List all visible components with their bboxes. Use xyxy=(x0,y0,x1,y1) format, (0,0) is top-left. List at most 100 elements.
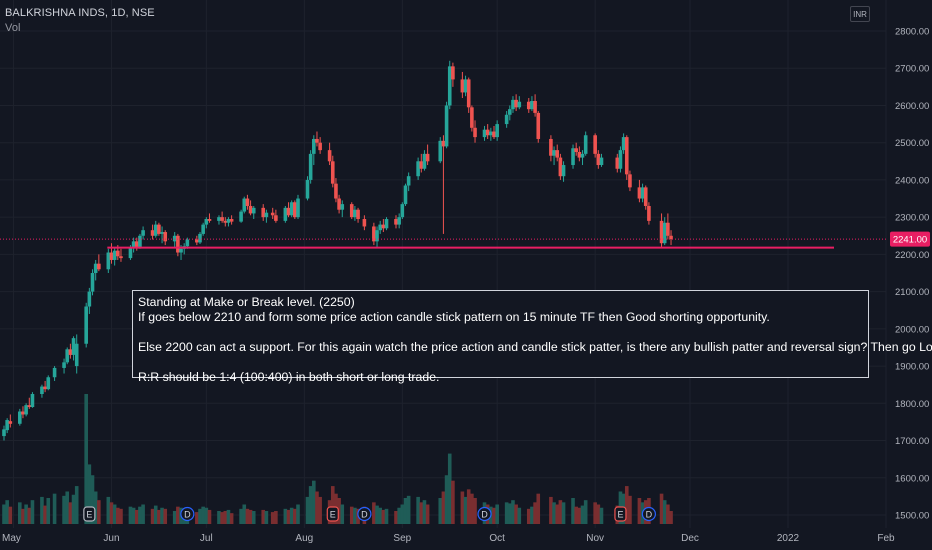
volume-bar xyxy=(264,511,269,524)
candle-body xyxy=(65,349,70,363)
volume-legend[interactable]: Vol xyxy=(5,22,21,34)
candle-body xyxy=(495,124,499,138)
volume-bar xyxy=(217,511,221,524)
candle-body xyxy=(27,405,32,408)
currency-label[interactable]: INR xyxy=(850,6,870,22)
volume-bar xyxy=(71,494,76,524)
candle-body xyxy=(242,198,247,212)
candle-body xyxy=(375,230,379,242)
volume-bar xyxy=(504,502,509,524)
time-tick-label: Jun xyxy=(103,533,119,544)
candle-body xyxy=(160,232,164,234)
volume-bar xyxy=(305,496,310,524)
volume-bar xyxy=(248,509,253,524)
candle-body xyxy=(384,219,389,229)
dividend-marker[interactable]: D xyxy=(477,506,492,522)
dividend-marker[interactable]: D xyxy=(357,506,372,522)
earnings-marker[interactable]: E xyxy=(83,506,96,522)
dividend-marker[interactable]: D xyxy=(180,506,195,522)
price-axis[interactable]: 2800.00 2700.00 2600.00 2500.00 2400.00 2300.… xyxy=(895,27,929,522)
candle-body xyxy=(337,198,341,210)
trade-annotation-box[interactable]: Standing at Make or Break level. (2250) … xyxy=(132,290,932,384)
volume-bar xyxy=(666,504,670,524)
volume-bar xyxy=(514,504,518,524)
candle-body xyxy=(356,209,360,220)
candle-body xyxy=(511,99,515,110)
candle-body xyxy=(97,263,101,270)
candle-body xyxy=(128,246,133,259)
candle-body xyxy=(308,153,313,180)
price-tick-label: 2200.00 xyxy=(895,250,929,261)
candle-body xyxy=(150,230,155,236)
volume-bar xyxy=(662,500,667,524)
volume-bar xyxy=(112,504,117,524)
volume-bar xyxy=(400,504,405,524)
candle-body xyxy=(571,148,575,166)
volume-bar xyxy=(270,512,275,524)
candle-body xyxy=(84,306,88,344)
candle-body xyxy=(422,153,427,169)
volume-bar xyxy=(372,502,376,524)
price-tick-label: 2400.00 xyxy=(895,175,929,186)
time-tick-label: Nov xyxy=(586,533,604,544)
candle-body xyxy=(447,66,452,106)
candle-body xyxy=(659,220,664,244)
price-tick-label: 2800.00 xyxy=(895,27,929,38)
event-label: D xyxy=(646,510,653,520)
volume-bar xyxy=(68,502,73,524)
candle-body xyxy=(116,250,120,257)
volume-bar xyxy=(460,491,465,524)
volume-bar xyxy=(466,489,471,524)
volume-bar xyxy=(533,502,537,524)
candle-body xyxy=(647,205,651,221)
candle-body xyxy=(226,219,231,223)
candle-body xyxy=(340,204,345,210)
candle-body xyxy=(172,235,177,242)
candle-body xyxy=(403,185,408,205)
volume-bar xyxy=(659,493,664,524)
volume-bar xyxy=(583,500,588,524)
candle-body xyxy=(624,137,629,175)
volume-bar xyxy=(119,508,123,524)
earnings-marker[interactable]: E xyxy=(614,506,627,522)
candle-body xyxy=(583,135,588,154)
volume-bar xyxy=(561,502,566,524)
candle-body xyxy=(451,66,455,80)
volume-bar xyxy=(52,493,57,524)
volume-bar xyxy=(274,511,278,524)
candle-body xyxy=(239,211,243,222)
volume-bar xyxy=(416,496,420,524)
candle-body xyxy=(261,207,266,218)
volume-bar xyxy=(2,504,6,524)
event-label: D xyxy=(481,510,488,520)
volume-bar xyxy=(43,505,47,524)
volume-bar xyxy=(419,502,424,524)
candle-body xyxy=(223,220,228,223)
volume-bar xyxy=(172,511,177,524)
annotation-line-2: If goes below 2210 and form some price a… xyxy=(138,310,770,324)
volume-bar xyxy=(318,496,322,524)
volume-bar xyxy=(150,508,155,524)
earnings-marker[interactable]: E xyxy=(326,506,339,522)
candle-body xyxy=(378,224,382,231)
symbol-title[interactable]: BALKRISHNA INDS, 1D, NSE xyxy=(5,7,155,19)
volume-bar xyxy=(46,498,51,524)
volume-bar xyxy=(353,507,357,524)
volume-bar xyxy=(160,507,164,524)
candle-body xyxy=(400,204,405,218)
time-axis[interactable]: May Jun Jul Aug Sep Oct Nov Dec 2022 Feb xyxy=(2,533,895,544)
dividend-marker[interactable]: D xyxy=(641,506,657,522)
candle-body xyxy=(106,252,111,270)
annotation-line-1: Standing at Make or Break level. (2250) xyxy=(138,295,355,309)
volume-bars xyxy=(2,394,673,524)
candle-body xyxy=(163,232,168,242)
candle-body xyxy=(489,131,493,136)
candle-body xyxy=(349,204,354,218)
candle-body xyxy=(90,273,95,292)
volume-bar xyxy=(381,509,386,524)
time-tick-label: May xyxy=(2,533,21,544)
candle-body xyxy=(666,222,670,236)
candle-body xyxy=(372,226,376,242)
candle-body xyxy=(264,212,269,218)
